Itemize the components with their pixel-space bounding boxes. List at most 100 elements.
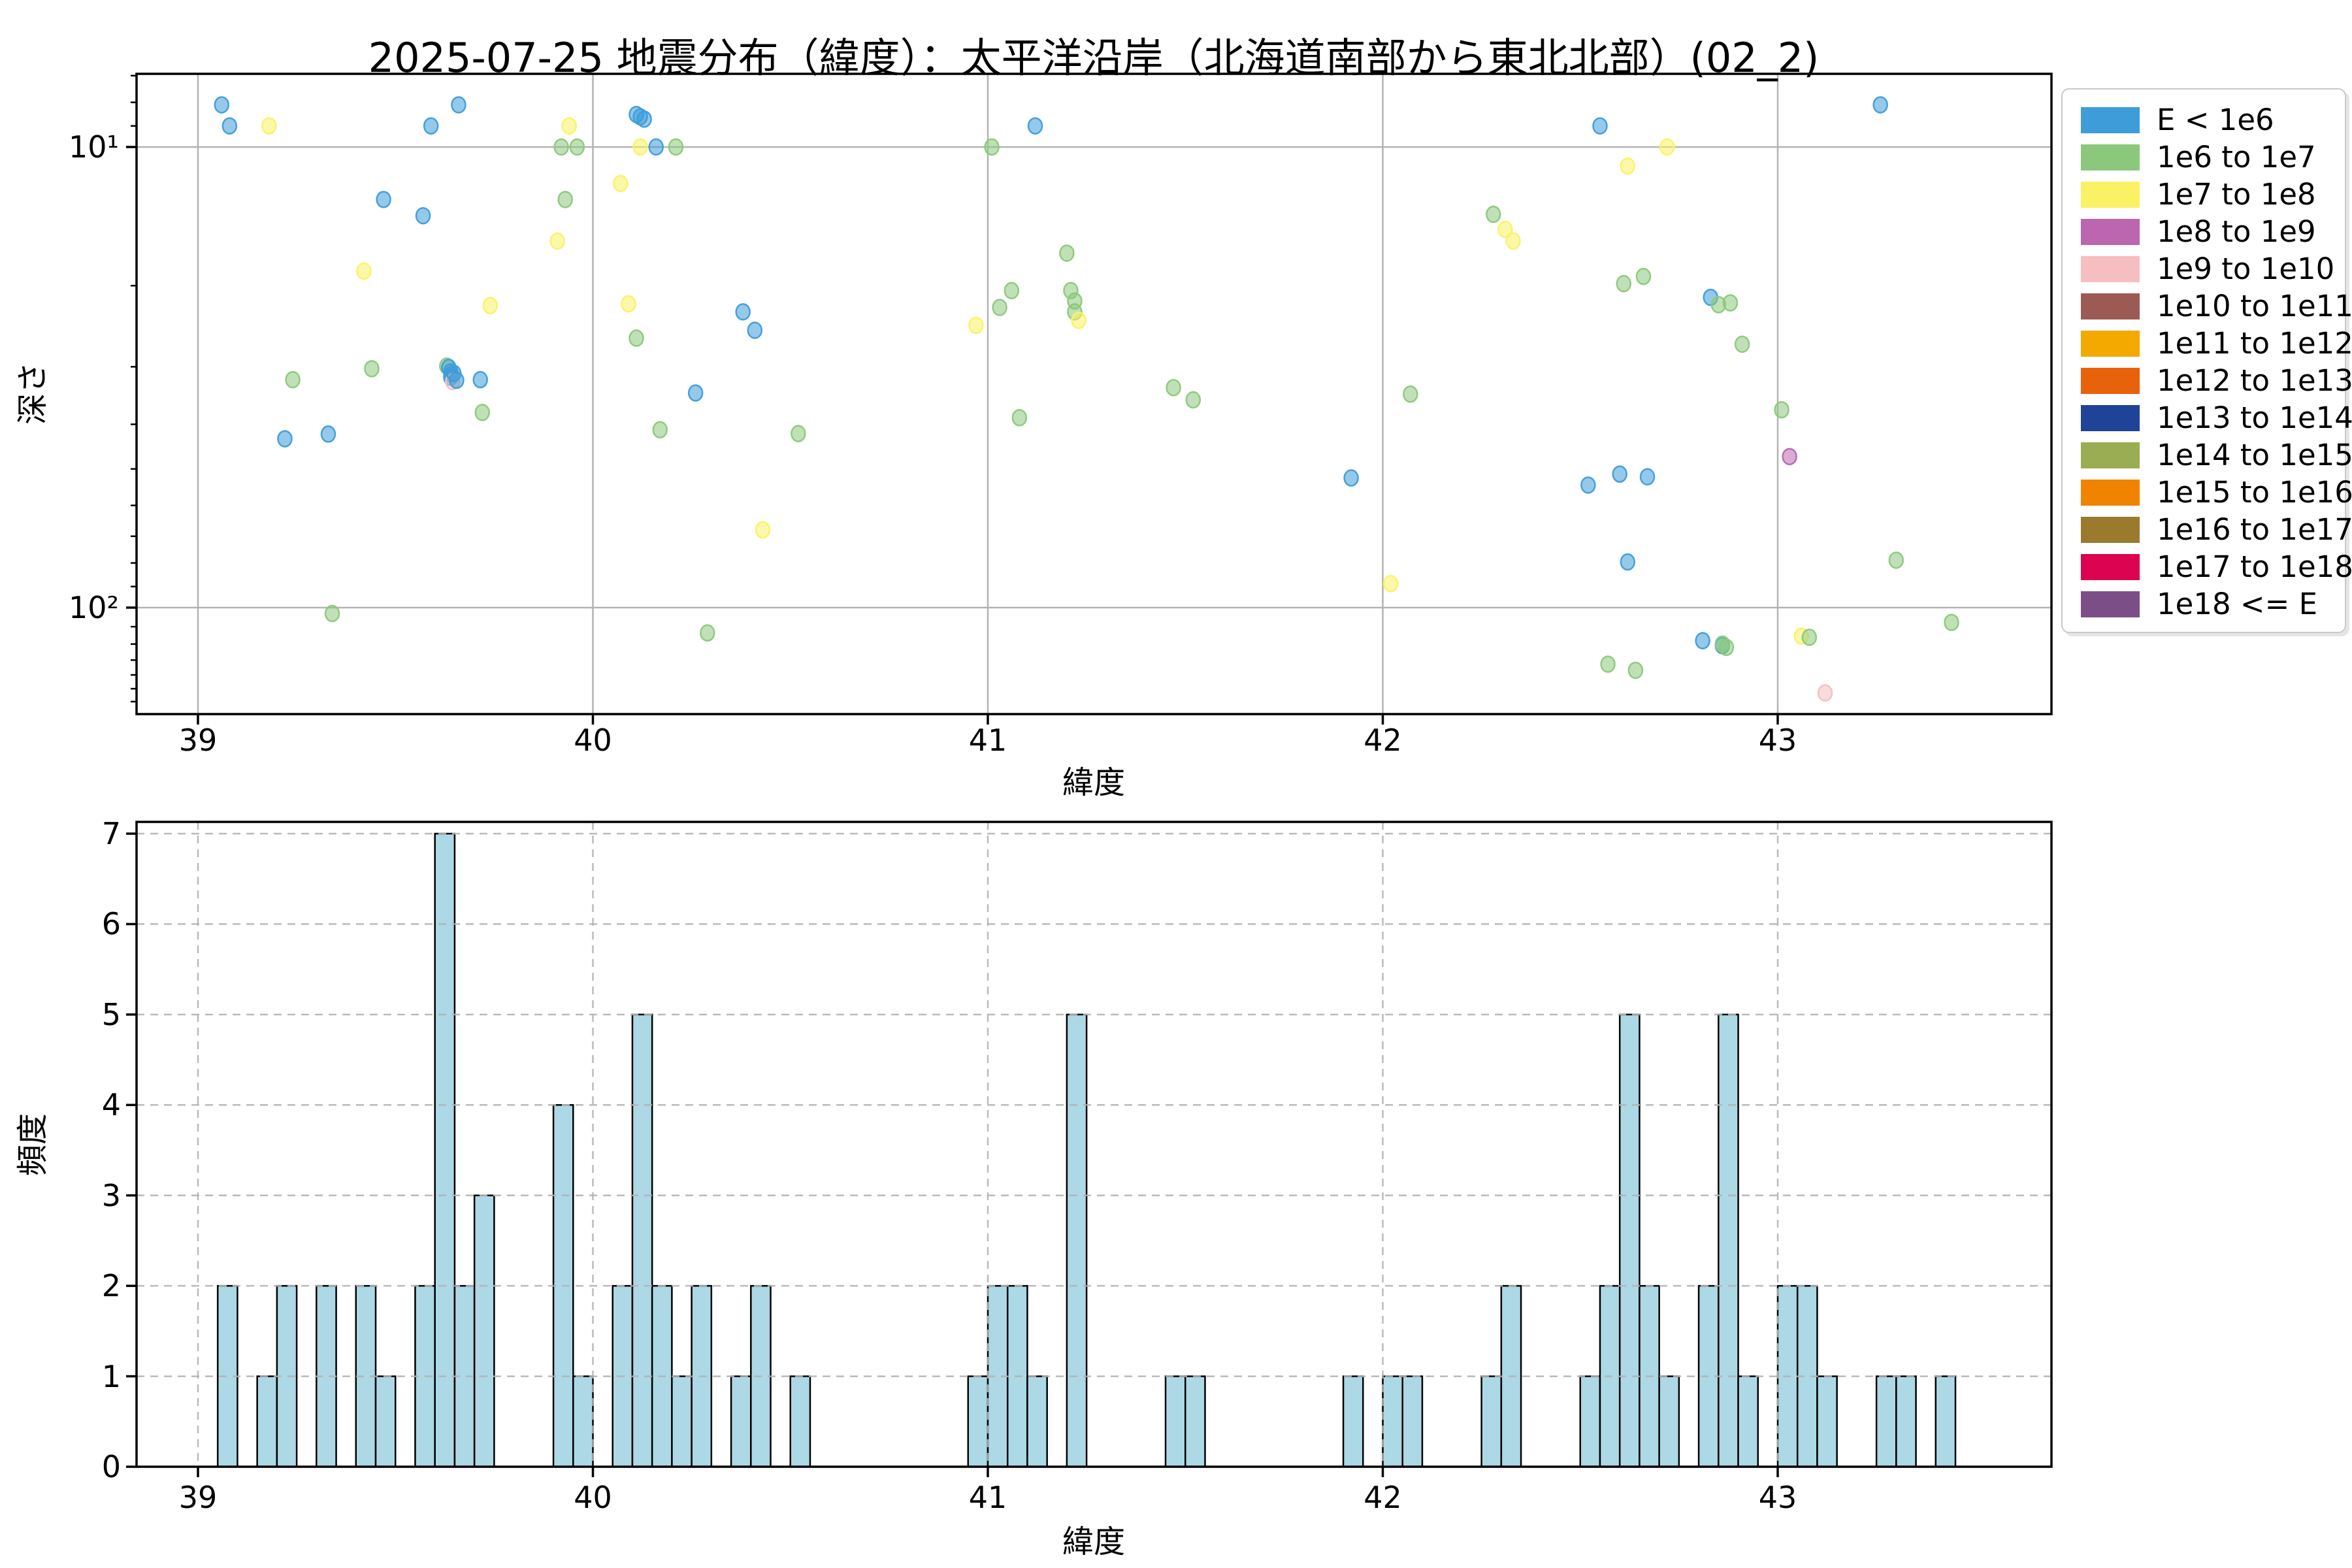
histogram-bar [1342, 1375, 1364, 1468]
legend-color-swatch-icon [2081, 442, 2140, 468]
scatter-point [1166, 379, 1181, 397]
scatter-point [992, 299, 1007, 316]
histogram-bar [1618, 1013, 1641, 1468]
histogram-bar [1026, 1375, 1048, 1468]
scatter-point [451, 96, 466, 114]
legend: E < 1e6 1e6 to 1e7 1e7 to 1e8 1e8 to 1e9 1e9… [2061, 88, 2352, 633]
legend-entry: 1e18 <= E [2063, 585, 2345, 623]
scatter-point [221, 117, 238, 135]
legend-color-swatch-icon [2081, 330, 2140, 357]
scatter-point [791, 425, 806, 442]
histogram-bar [1382, 1375, 1403, 1468]
legend-entry: 1e6 to 1e7 [2063, 139, 2345, 176]
legend-entry: 1e8 to 1e9 [2063, 213, 2345, 250]
scatter-point [613, 174, 629, 193]
histogram-bar [473, 1194, 495, 1468]
scatter-point [569, 138, 585, 156]
scatter-point [1872, 96, 1888, 114]
legend-color-swatch-icon [2081, 218, 2140, 245]
histogram-bar [1066, 1013, 1088, 1468]
histogram-bar [572, 1375, 594, 1468]
scatter-point [324, 604, 340, 623]
legend-entry: 1e17 to 1e18 [2063, 548, 2352, 585]
scatter-x-tick-label: 40 [574, 723, 612, 758]
scatter-point [636, 110, 652, 128]
scatter-point [1817, 684, 1833, 702]
scatter-x-tick-label: 39 [178, 723, 218, 758]
legend-color-swatch-icon [2081, 367, 2140, 394]
legend-label: 1e10 to 1e11 [2157, 289, 2352, 323]
scatter-point [261, 117, 277, 135]
scatter-point [549, 232, 565, 250]
histogram-bar [434, 832, 456, 1468]
histogram-y-tick-label: 5 [101, 996, 121, 1032]
scatter-point [755, 521, 771, 539]
scatter-point [320, 425, 336, 443]
legend-color-swatch-icon [2081, 144, 2140, 171]
scatter-point [1343, 469, 1359, 487]
legend-label: 1e7 to 1e8 [2157, 177, 2316, 212]
scatter-point [1620, 157, 1636, 175]
histogram-y-tick-label: 0 [101, 1449, 121, 1484]
scatter-point [1600, 655, 1616, 673]
scatter-point [1382, 575, 1399, 593]
histogram-bar [789, 1375, 811, 1468]
scatter-x-tick-label: 41 [968, 723, 1007, 758]
histogram-bar [1816, 1375, 1838, 1468]
scatter-point [277, 430, 293, 448]
scatter-point [474, 404, 490, 421]
histogram-bar [1579, 1375, 1601, 1468]
scatter-point [747, 321, 763, 339]
histogram-bar [1658, 1375, 1680, 1468]
histogram-y-tick-label: 1 [101, 1358, 121, 1394]
scatter-point [1627, 661, 1644, 679]
scatter-point [1695, 632, 1710, 649]
scatter-point [1403, 385, 1418, 403]
legend-entry: E < 1e6 [2063, 101, 2345, 139]
scatter-point [968, 316, 984, 335]
scatter-point [1639, 468, 1656, 486]
histogram-bar [730, 1375, 752, 1468]
legend-entry: 1e10 to 1e11 [2063, 287, 2352, 325]
scatter-point [423, 117, 439, 135]
scatter-point [356, 262, 372, 280]
scatter-x-tick-label: 42 [1364, 723, 1402, 758]
scatter-point [648, 138, 664, 156]
legend-label: 1e11 to 1e12 [2157, 326, 2352, 361]
scatter-point [482, 297, 498, 315]
scatter-point [700, 624, 715, 642]
scatter-point [1612, 465, 1627, 483]
histogram-x-axis-label: 緯度 [1062, 1524, 1126, 1560]
scatter-point [1722, 294, 1739, 312]
histogram-bar [1164, 1375, 1186, 1468]
scatter-point [472, 370, 488, 389]
histogram-bar [967, 1375, 989, 1468]
legend-color-swatch-icon [2081, 293, 2140, 319]
legend-entry: 1e9 to 1e10 [2063, 250, 2345, 287]
histogram-y-tick-label: 7 [101, 815, 121, 851]
scatter-point [1486, 205, 1501, 223]
legend-entry: 1e11 to 1e12 [2063, 325, 2352, 362]
scatter-point [561, 117, 577, 135]
legend-color-swatch-icon [2081, 516, 2140, 543]
scatter-y-axis-label: 深さ [14, 361, 51, 425]
legend-label: 1e6 to 1e7 [2157, 140, 2316, 174]
histogram-x-tick-label: 43 [1758, 1480, 1797, 1515]
scatter-point [1944, 613, 1959, 631]
scatter-point [364, 360, 380, 378]
scatter-point [1011, 409, 1028, 427]
scatter-point [1620, 553, 1636, 571]
scatter-point [1659, 138, 1675, 156]
scatter-point [415, 206, 431, 225]
scatter-point [1580, 476, 1596, 494]
legend-color-swatch-icon [2081, 181, 2140, 208]
scatter-point [1071, 312, 1086, 329]
scatter-point [1718, 638, 1735, 657]
legend-label: 1e12 to 1e13 [2157, 363, 2352, 398]
scatter-point [652, 421, 668, 439]
scatter-point [1505, 232, 1521, 250]
scatter-point [1801, 629, 1818, 646]
legend-entry: 1e15 to 1e16 [2063, 474, 2352, 511]
